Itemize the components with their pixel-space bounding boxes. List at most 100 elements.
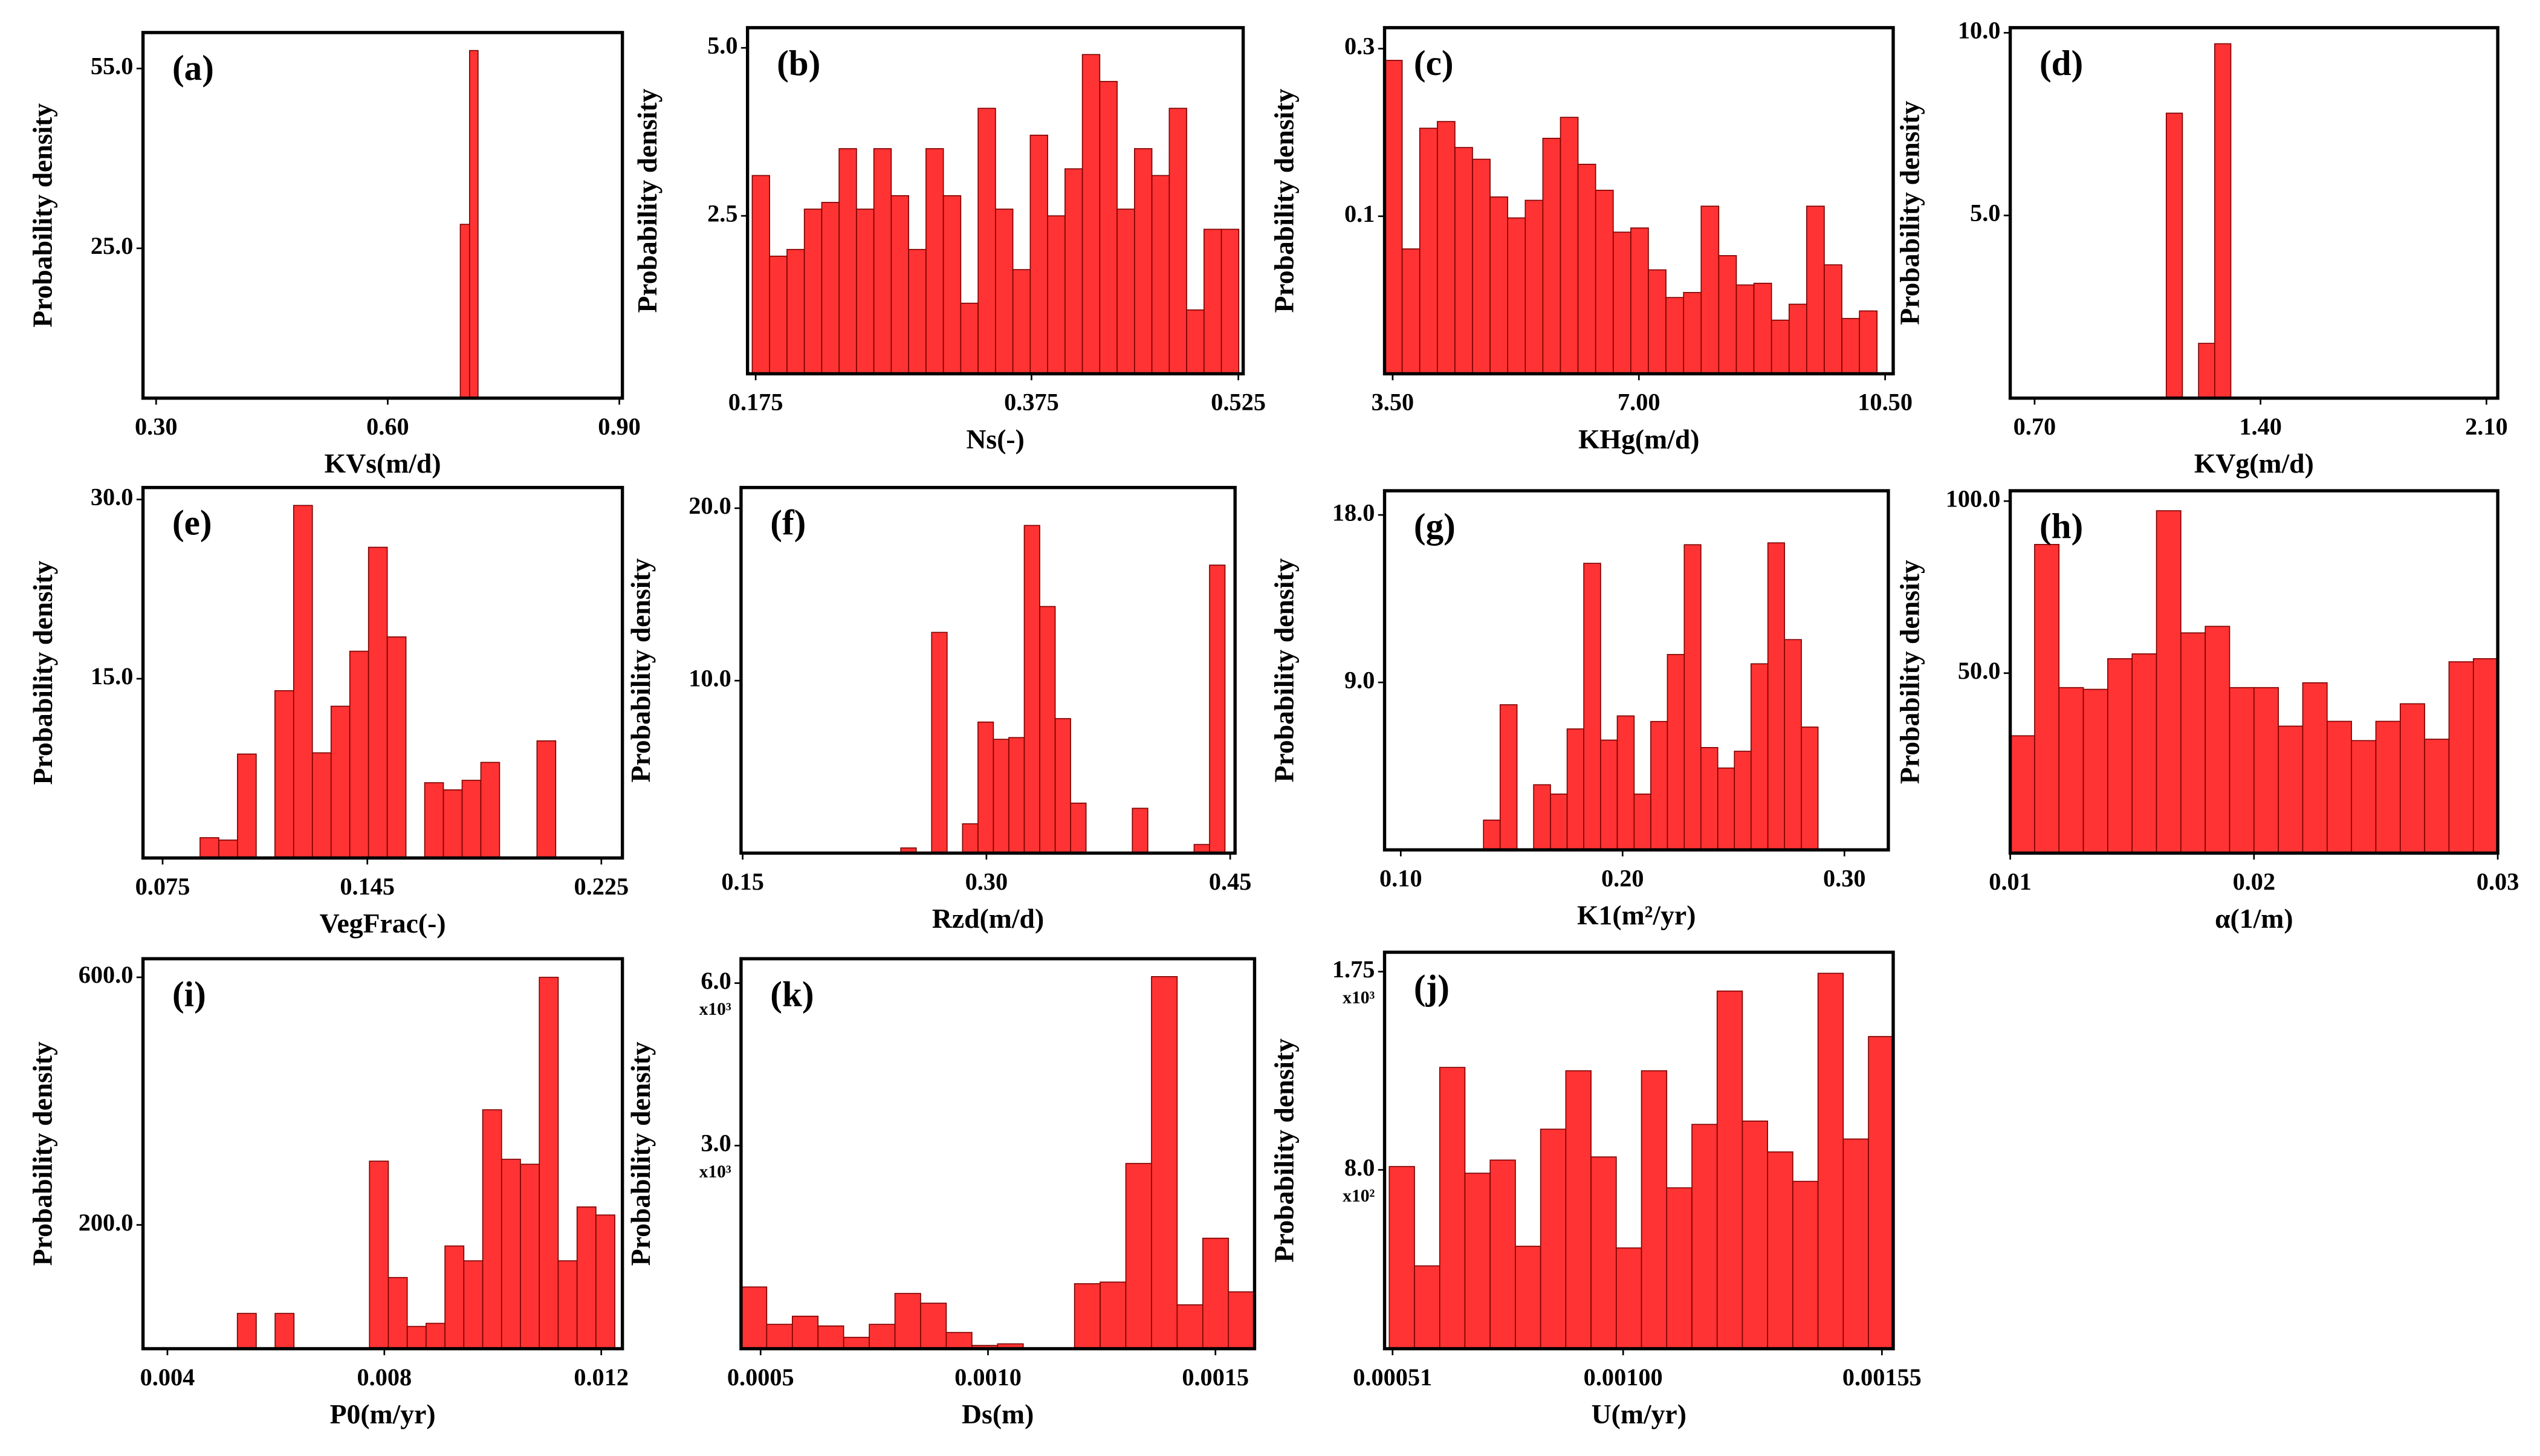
panel-label: (b) <box>777 43 820 83</box>
bar <box>945 1331 973 1350</box>
y-axis-label: Probability density <box>1894 101 1925 325</box>
bar <box>1630 227 1649 375</box>
bar <box>908 248 927 375</box>
y-tick-label: 18.0 <box>1332 499 1375 526</box>
bar <box>349 650 369 859</box>
bar <box>1550 793 1568 850</box>
bar <box>2472 658 2498 854</box>
bar <box>1437 121 1456 375</box>
bar <box>1100 1281 1127 1350</box>
x-tick-label: 0.0015 <box>1182 1364 1249 1391</box>
bar <box>995 209 1014 375</box>
bar <box>2131 653 2157 854</box>
x-axis-label: P0(m/yr) <box>330 1399 436 1429</box>
bar <box>931 632 948 854</box>
bar <box>1125 1163 1152 1350</box>
plot-frame <box>2008 26 2500 400</box>
y-axis-label: Probability density <box>1269 558 1300 782</box>
bar <box>817 1325 844 1350</box>
bar <box>977 721 994 854</box>
bar <box>1841 318 1860 375</box>
bar <box>576 1206 597 1350</box>
x-tick-label: 2.10 <box>2465 413 2508 440</box>
x-tick-label: 0.60 <box>366 413 409 440</box>
plot-frame <box>1382 950 1895 1351</box>
bar <box>1616 1247 1642 1350</box>
y-tick-label: 5.0 <box>1970 199 2000 227</box>
x-tick-label: 3.50 <box>1372 389 1414 416</box>
x-tick-label: 0.375 <box>1004 389 1059 416</box>
bar <box>1081 54 1101 375</box>
bar <box>1665 297 1684 375</box>
bar <box>1700 747 1719 850</box>
bar <box>199 837 219 859</box>
bar <box>962 823 979 854</box>
bar <box>1202 1237 1230 1350</box>
panel: 0.01 0.02 0.03 50.0 100.0 α(1/m) Probability d… <box>1894 485 2519 934</box>
bar <box>890 195 909 375</box>
bar <box>274 1313 295 1350</box>
bar <box>1151 976 1178 1350</box>
bar <box>1499 704 1518 850</box>
x-axis-label: Ns(-) <box>966 424 1024 455</box>
y-tick-label: 2.5 <box>707 199 737 227</box>
x-tick-label: 0.0010 <box>954 1364 1022 1391</box>
bar <box>1439 1067 1466 1350</box>
y-tick-label: 6.0 <box>701 967 731 994</box>
x-tick-label: 0.004 <box>140 1364 195 1391</box>
bar <box>894 1293 921 1350</box>
bar <box>1641 1070 1668 1350</box>
bar <box>1633 793 1651 850</box>
x-tick-label: 0.0005 <box>727 1364 794 1391</box>
bar <box>1401 248 1421 375</box>
bar <box>2107 658 2133 854</box>
bar <box>977 108 996 375</box>
bar <box>1483 820 1501 850</box>
y-tick-multiplier: x10³ <box>699 1000 731 1019</box>
bar <box>993 739 1009 854</box>
x-tick-label: 0.30 <box>135 413 178 440</box>
y-tick-label: 1.75 <box>1332 956 1375 983</box>
y-tick-label: 8.0 <box>1344 1154 1375 1181</box>
bar <box>1741 1121 1768 1350</box>
bar <box>1540 1128 1567 1350</box>
bar <box>1734 751 1752 850</box>
bar <box>1008 737 1025 854</box>
x-axis-label: U(m/yr) <box>1592 1399 1686 1429</box>
y-axis-label: Probability density <box>27 103 58 328</box>
bar <box>1565 1070 1592 1350</box>
y-axis-label: Probability density <box>1894 560 1925 784</box>
panel: 0.004 0.008 0.012 200.0 600.0 P0(m/yr) Probabi… <box>27 957 629 1429</box>
bar <box>1577 163 1596 375</box>
bar <box>1767 542 1786 850</box>
panel-label: (j) <box>1414 968 1450 1008</box>
x-tick-label: 0.90 <box>598 413 641 440</box>
bar <box>1186 309 1205 375</box>
bar <box>237 753 257 859</box>
bar <box>1489 1159 1516 1350</box>
bar <box>482 1109 502 1350</box>
bar <box>925 148 944 375</box>
bar <box>1464 1173 1491 1350</box>
bar <box>1683 544 1702 850</box>
y-tick-label: 200.0 <box>79 1209 134 1236</box>
bar <box>1099 80 1118 375</box>
x-tick-label: 0.01 <box>1989 868 2032 895</box>
bar <box>821 202 840 375</box>
y-axis-label: Probability density <box>632 88 663 312</box>
panel: 0.10 0.20 0.30 9.0 18.0 K1(m²/yr) Probability … <box>1269 489 1890 931</box>
bar <box>2198 343 2215 399</box>
panel-label: (h) <box>2039 506 2083 546</box>
bar <box>1859 310 1878 375</box>
bar <box>461 780 482 859</box>
x-tick-label: 0.225 <box>574 873 629 900</box>
bar <box>386 636 407 859</box>
y-tick-label: 100.0 <box>1946 485 2001 512</box>
bar <box>2229 687 2255 854</box>
plot-frame <box>739 957 1257 1351</box>
bar <box>2034 544 2060 854</box>
bar <box>1039 606 1056 854</box>
y-tick-label: 20.0 <box>688 492 731 519</box>
x-axis-label: KVg(m/d) <box>2194 448 2314 479</box>
